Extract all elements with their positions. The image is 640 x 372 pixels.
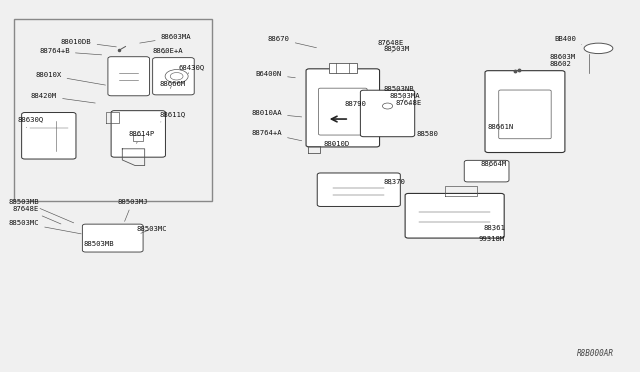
- FancyBboxPatch shape: [405, 193, 504, 238]
- FancyBboxPatch shape: [111, 111, 166, 157]
- FancyBboxPatch shape: [306, 69, 380, 147]
- Text: 99318M: 99318M: [479, 236, 505, 242]
- FancyBboxPatch shape: [83, 224, 143, 252]
- Text: 88503MJ: 88503MJ: [117, 199, 148, 221]
- Text: 88790: 88790: [345, 101, 367, 107]
- Bar: [329, 63, 357, 73]
- Text: 88661N: 88661N: [488, 124, 514, 130]
- Text: 87648E: 87648E: [396, 100, 422, 106]
- Bar: [13, 19, 212, 201]
- Text: 88670: 88670: [268, 36, 316, 48]
- Text: 88764+B: 88764+B: [39, 48, 102, 55]
- Text: 88361: 88361: [483, 225, 506, 231]
- Text: 88420M: 88420M: [31, 93, 95, 103]
- Text: 68430Q: 68430Q: [179, 64, 205, 74]
- Text: 88602: 88602: [549, 61, 571, 67]
- Text: 88580: 88580: [416, 131, 438, 137]
- Text: 88503M: 88503M: [383, 46, 410, 52]
- FancyBboxPatch shape: [22, 112, 76, 159]
- Text: 88503MC: 88503MC: [8, 220, 81, 234]
- Text: B6400N: B6400N: [256, 71, 295, 78]
- Text: 88503MA: 88503MA: [390, 93, 420, 100]
- Text: 88010X: 88010X: [35, 72, 106, 85]
- Text: 88503MB: 88503MB: [8, 199, 74, 223]
- Text: 88603M: 88603M: [549, 54, 575, 60]
- Text: 87648E: 87648E: [13, 206, 61, 224]
- FancyBboxPatch shape: [153, 58, 194, 95]
- Bar: [133, 135, 143, 141]
- Text: 88614P: 88614P: [129, 131, 155, 143]
- Text: 87648E: 87648E: [378, 40, 404, 46]
- Text: BB400: BB400: [554, 36, 582, 45]
- Text: 88503MB: 88503MB: [84, 241, 115, 247]
- Text: 8860E+A: 8860E+A: [153, 48, 184, 54]
- FancyBboxPatch shape: [464, 160, 509, 182]
- Text: 88503NB: 88503NB: [383, 86, 413, 92]
- Text: R8B000AR: R8B000AR: [577, 349, 614, 358]
- FancyBboxPatch shape: [485, 71, 565, 153]
- Text: 88010DB: 88010DB: [61, 39, 116, 47]
- Text: 88010D: 88010D: [324, 141, 350, 147]
- Ellipse shape: [584, 43, 613, 54]
- FancyBboxPatch shape: [360, 90, 415, 137]
- Text: 88611Q: 88611Q: [159, 112, 186, 122]
- Text: 88666M: 88666M: [159, 81, 186, 89]
- Text: 88764+A: 88764+A: [252, 130, 301, 141]
- Text: 88010AA: 88010AA: [252, 110, 301, 117]
- FancyBboxPatch shape: [317, 173, 401, 206]
- Text: 88370: 88370: [383, 179, 405, 185]
- Text: 88503MC: 88503MC: [136, 226, 167, 233]
- Text: 88603MA: 88603MA: [140, 34, 191, 43]
- FancyBboxPatch shape: [108, 57, 150, 96]
- Text: 88630Q: 88630Q: [17, 116, 44, 128]
- Text: 88664M: 88664M: [480, 161, 506, 167]
